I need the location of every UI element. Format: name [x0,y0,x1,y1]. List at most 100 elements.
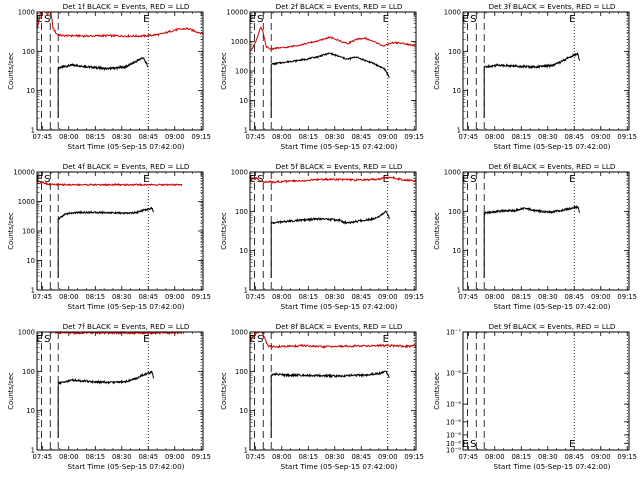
plot-frame [249,11,417,131]
x-tick-label: 08:30 [538,453,558,461]
event-marker-label: E [462,14,468,25]
panel-title: Det 8f BLACK = Events, RED = LLD [276,322,403,331]
x-tick-label: 08:45 [564,133,584,141]
event-marker-label: E [249,174,255,185]
x-tick-label: 08:00 [59,293,79,301]
events-series-line [57,206,155,278]
x-axis-label: Start Time (05-Sep-15 07:42:00) [494,142,611,151]
x-axis-label: Start Time (05-Sep-15 07:42:00) [281,142,398,151]
panel-title: Det 5f BLACK = Events, RED = LLD [276,162,403,171]
x-tick-label: 08:30 [325,133,345,141]
y-tick-label: 10 [26,407,35,415]
panel-det-8: Det 8f BLACK = Events, RED = LLD 07:45 08:… [220,322,424,471]
plot-frame [36,11,204,131]
panel-title: Det 9f BLACK = Events, RED = LLD [489,322,616,331]
x-tick-label: 08:15 [298,133,318,141]
y-tick-label: 100 [235,368,248,376]
y-tick-label: 10⁻⁸ [446,401,461,409]
panel-det-9: Det 9f BLACK = Events, RED = LLD 07:45 08:… [433,322,637,471]
x-tick-label: 07:45 [459,133,479,141]
x-tick-label: 09:00 [165,453,185,461]
y-tick-label: 100 [22,368,35,376]
y-tick-label: 10 [239,247,248,255]
x-tick-label: 09:15 [404,293,424,301]
lld-series-line [37,12,203,39]
event-marker-label: S [470,439,476,450]
y-tick-label: 1 [457,127,461,135]
x-axis-label: Start Time (05-Sep-15 07:42:00) [281,302,398,311]
y-tick-label: 10 [452,247,461,255]
x-tick-label: 09:15 [617,133,637,141]
event-marker-label: S [257,174,263,185]
y-tick-label: 10⁻⁸ [446,440,461,448]
y-tick-label: 100 [448,208,461,216]
x-tick-label: 08:45 [138,453,158,461]
x-tick-label: 08:30 [538,133,558,141]
event-marker-label: E [143,334,149,345]
event-marker-label: E [36,174,42,185]
y-tick-label: 10⁻⁸ [446,418,461,426]
y-tick-label: 1000 [444,9,461,17]
x-axis-label: Start Time (05-Sep-15 07:42:00) [494,462,611,471]
y-tick-label: 1000 [231,329,248,337]
x-tick-label: 09:00 [591,453,611,461]
y-tick-label: 10000 [13,169,35,177]
y-tick-label: 100 [235,208,248,216]
x-tick-label: 08:00 [59,453,79,461]
x-tick-label: 09:00 [591,293,611,301]
event-marker-label: E [383,174,389,185]
event-marker-label: S [44,14,50,25]
y-tick-label: 1 [244,127,248,135]
x-tick-label: 08:00 [59,133,79,141]
y-axis-label: Counts/sec [220,372,228,410]
event-marker-label: E [36,334,42,345]
plot-frame [462,171,630,291]
y-tick-label: 1000 [444,169,461,177]
x-tick-label: 08:00 [272,293,292,301]
x-tick-label: 09:00 [378,133,398,141]
lld-series-line [37,180,183,187]
event-marker-label: S [257,334,263,345]
event-marker-label: S [470,174,476,185]
event-marker-label: E [462,174,468,185]
y-tick-label: 100 [22,48,35,56]
event-marker-label: E [249,14,255,25]
y-tick-label: 1 [457,287,461,295]
x-tick-label: 07:45 [33,293,53,301]
y-tick-label: 100 [235,68,248,76]
x-tick-label: 09:00 [165,133,185,141]
lld-series-line [250,175,416,184]
x-tick-label: 08:45 [564,293,584,301]
x-tick-label: 08:30 [325,453,345,461]
x-axis-label: Start Time (05-Sep-15 07:42:00) [68,462,185,471]
y-tick-label: 10⁻⁸ [446,370,461,378]
x-tick-label: 08:30 [112,133,132,141]
event-marker-label: E [383,334,389,345]
x-tick-label: 08:00 [485,293,505,301]
x-tick-label: 08:15 [511,453,531,461]
x-tick-label: 08:30 [538,293,558,301]
event-marker-label: E [143,14,149,25]
x-tick-label: 07:45 [459,453,479,461]
x-tick-label: 08:15 [85,453,105,461]
event-marker-label: E [249,334,255,345]
x-tick-label: 07:45 [33,133,53,141]
panel-det-1: Det 1f BLACK = Events, RED = LLD 07:45 08:… [7,2,211,151]
y-tick-label: 10 [239,97,248,105]
lld-series-line [250,332,416,349]
x-tick-label: 08:15 [298,293,318,301]
x-tick-label: 07:45 [459,293,479,301]
y-tick-label: 1 [31,127,35,135]
panel-title: Det 6f BLACK = Events, RED = LLD [489,162,616,171]
plot-frame [249,171,417,291]
y-tick-label: 10 [239,407,248,415]
y-axis-label: Counts/sec [7,372,15,410]
x-tick-label: 09:00 [378,293,398,301]
panel-det-7: Det 7f BLACK = Events, RED = LLD 07:45 08:… [7,322,211,471]
x-tick-label: 09:15 [191,453,211,461]
x-tick-label: 08:45 [351,293,371,301]
x-axis-label: Start Time (05-Sep-15 07:42:00) [494,302,611,311]
x-tick-label: 08:30 [112,293,132,301]
y-tick-label: 1000 [18,198,35,206]
